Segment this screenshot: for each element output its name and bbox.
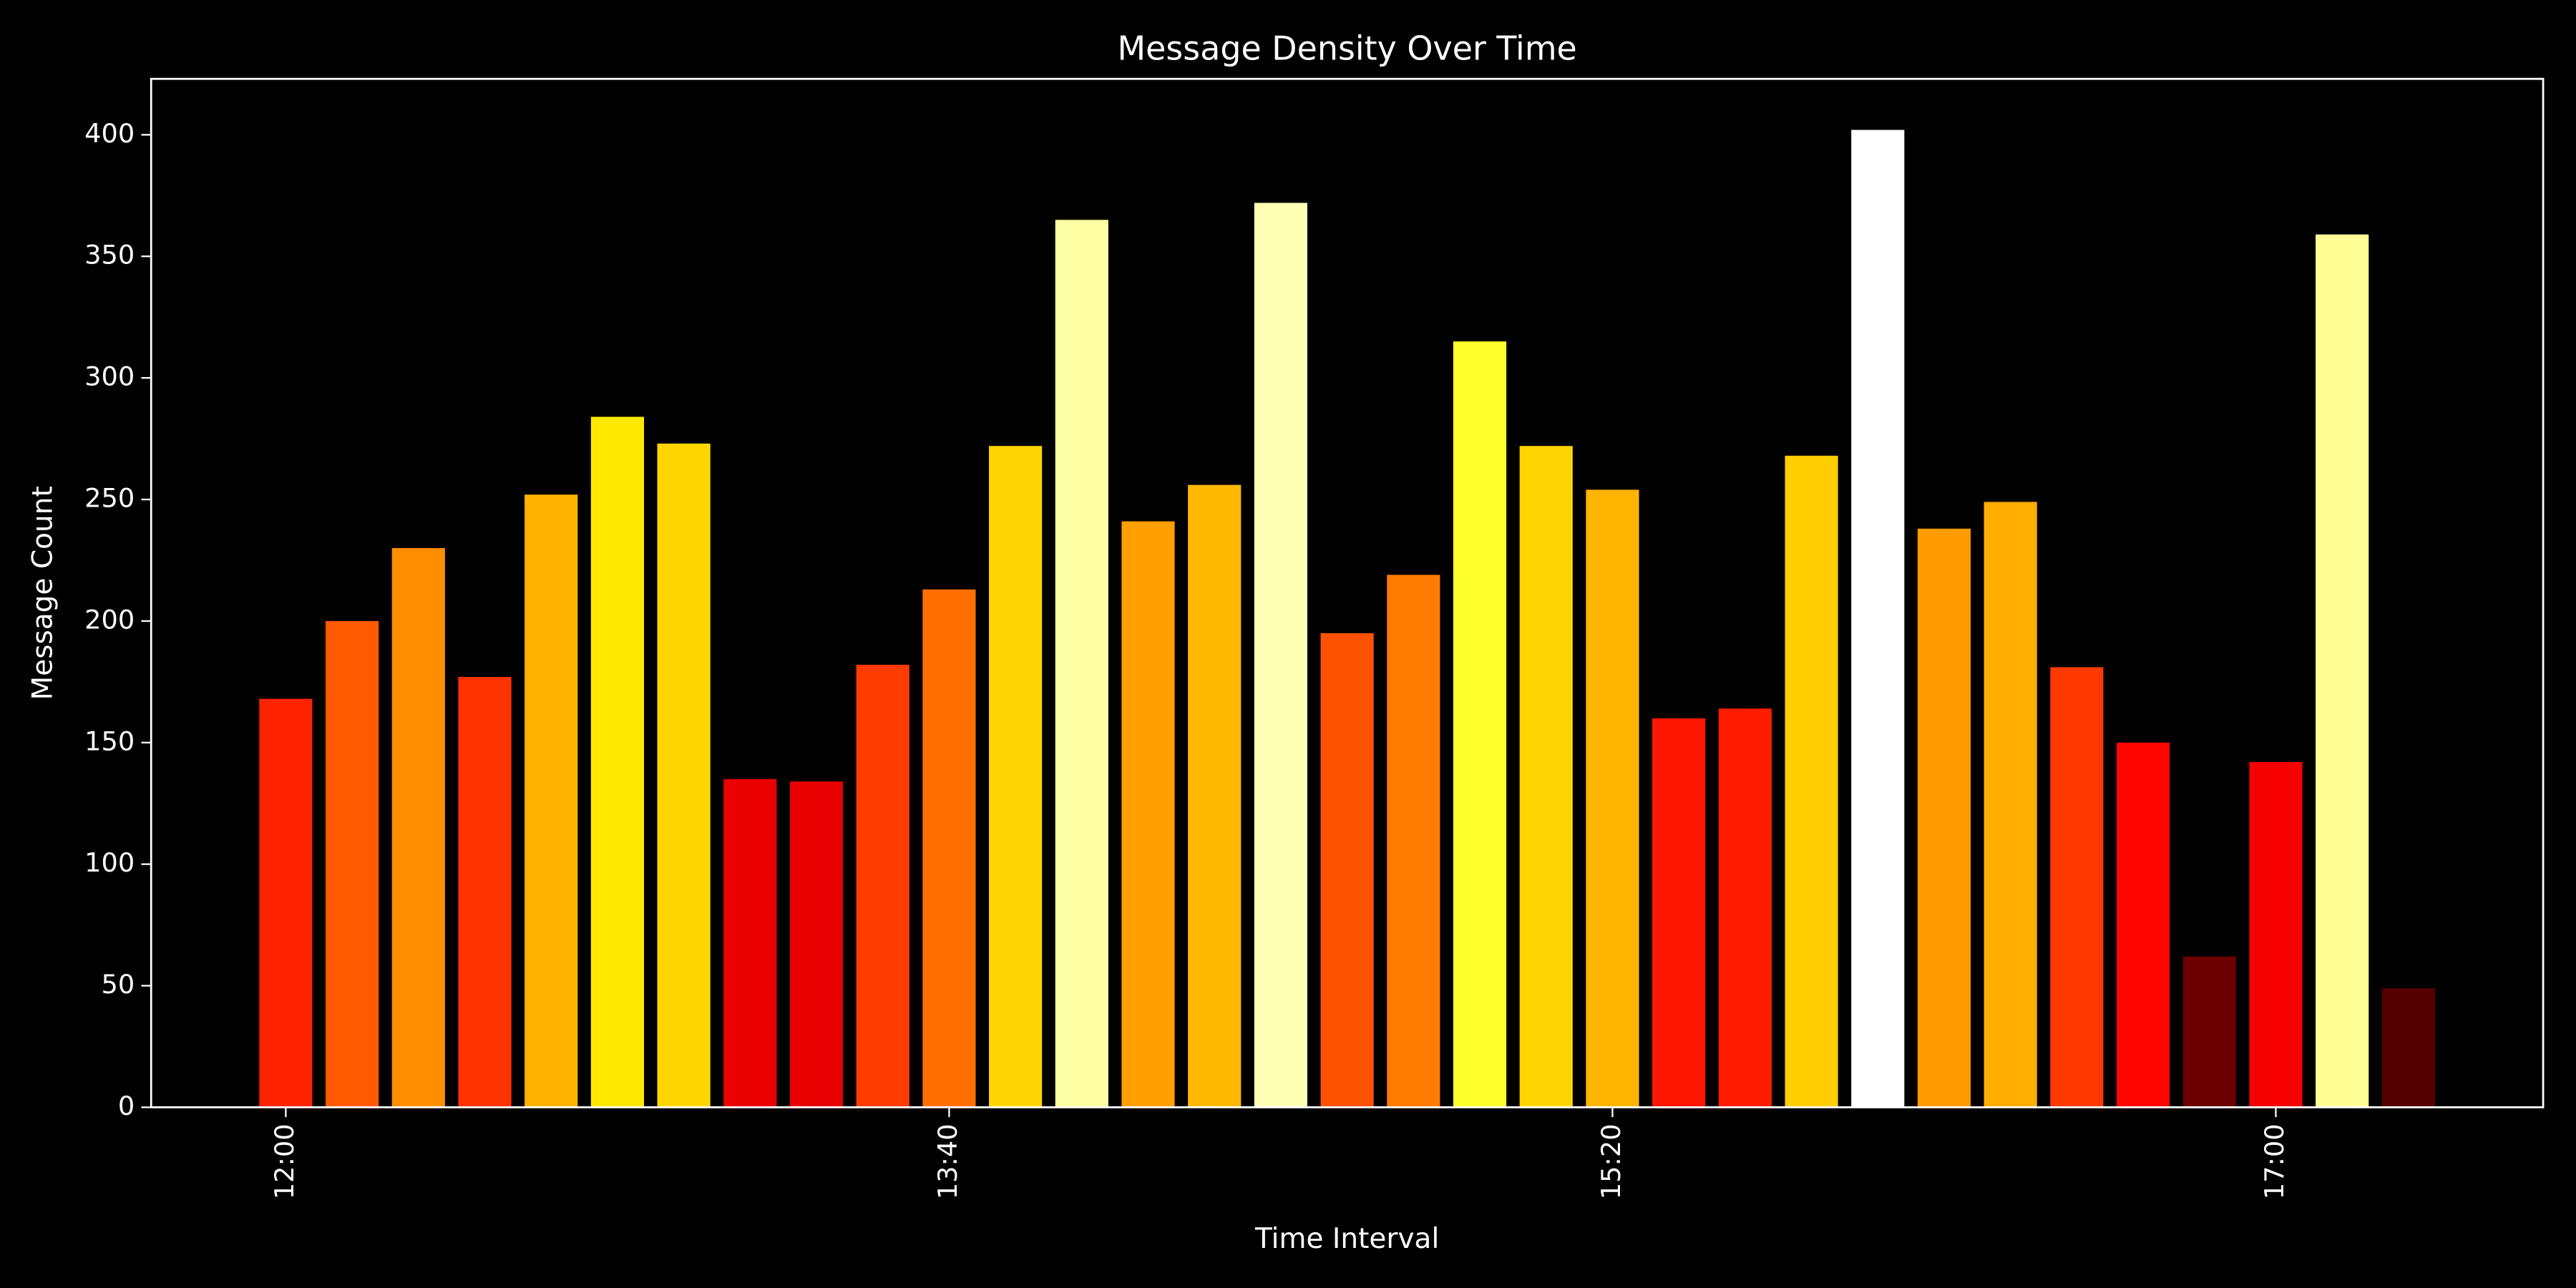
bar	[856, 665, 909, 1108]
y-tick-label: 0	[118, 1091, 135, 1121]
bar	[1586, 489, 1639, 1108]
x-axis-label: Time Interval	[1254, 1223, 1439, 1255]
bar	[2249, 761, 2303, 1108]
y-tick-label: 50	[102, 969, 135, 1000]
bar	[1519, 446, 1573, 1108]
bar	[1055, 220, 1108, 1108]
bar	[657, 443, 711, 1108]
bar	[1387, 575, 1440, 1108]
y-tick-label: 100	[84, 847, 135, 878]
bar	[2182, 956, 2236, 1108]
bar	[989, 446, 1043, 1108]
bar	[789, 781, 844, 1108]
bar	[391, 547, 445, 1108]
bar	[1718, 708, 1772, 1108]
bar	[1188, 484, 1241, 1108]
y-tick-label: 350	[84, 240, 135, 270]
bar	[2117, 742, 2170, 1108]
bar	[326, 620, 379, 1108]
bar	[1121, 521, 1175, 1108]
chart-title: Message Density Over Time	[1118, 29, 1577, 68]
bar	[1254, 203, 1308, 1108]
bar	[2050, 667, 2104, 1108]
x-tick-label: 17:00	[2259, 1123, 2290, 1199]
y-axis-label: Message Count	[26, 486, 59, 700]
bar	[723, 779, 777, 1108]
bar	[1785, 455, 1838, 1108]
y-tick-label: 300	[84, 361, 135, 392]
bar	[1984, 502, 2037, 1108]
bar	[922, 589, 976, 1108]
bar	[1453, 341, 1507, 1108]
bar	[1917, 528, 1971, 1108]
x-tick-label: 12:00	[269, 1123, 300, 1199]
y-tick-label: 250	[84, 483, 135, 514]
x-tick-label: 15:20	[1596, 1123, 1626, 1199]
plot-frame	[150, 77, 2545, 1108]
bar	[458, 677, 512, 1108]
bar	[525, 494, 578, 1108]
y-tick-label: 200	[84, 604, 135, 635]
y-tick-label: 150	[84, 726, 135, 756]
bar	[1320, 633, 1374, 1108]
x-tick-label: 13:40	[932, 1123, 963, 1199]
bar	[259, 698, 313, 1108]
bar	[1851, 130, 1905, 1108]
bar	[1652, 718, 1706, 1108]
bar	[2381, 987, 2435, 1108]
bar	[2316, 234, 2369, 1108]
bar	[590, 416, 645, 1108]
y-tick-label: 400	[84, 118, 135, 149]
